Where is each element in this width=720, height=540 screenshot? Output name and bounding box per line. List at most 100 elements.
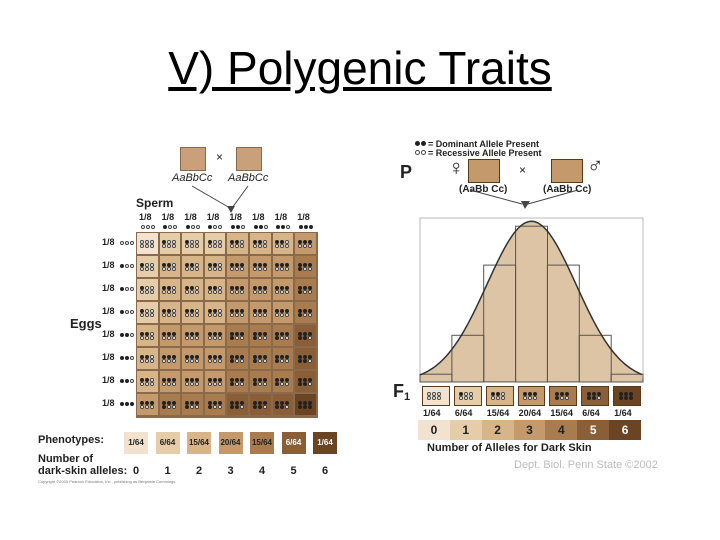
- sperm-frequency: 1/8: [229, 212, 242, 222]
- recessive-dot-icon: [307, 289, 312, 294]
- allele-dots: [184, 400, 200, 409]
- punnett-cell: [137, 348, 158, 369]
- dominant-dot-icon: [302, 262, 307, 267]
- punnett-cell: [204, 279, 226, 300]
- allele-dots: [427, 392, 445, 400]
- recessive-dot-icon: [240, 225, 245, 229]
- cross-symbol-right: ×: [519, 163, 527, 177]
- phenotype-swatch: 6/64: [281, 432, 306, 454]
- recessive-dot-icon: [252, 289, 257, 294]
- punnett-cell: [204, 256, 226, 277]
- punnett-grid: [136, 232, 318, 418]
- f1-fraction: 6/64: [582, 408, 600, 418]
- dominant-dot-icon: [252, 308, 257, 313]
- allele-dots: [162, 377, 178, 386]
- recessive-dot-icon: [149, 262, 154, 267]
- recessive-dot-icon: [139, 312, 144, 317]
- recessive-dot-icon: [464, 392, 469, 396]
- dominant-dot-icon: [257, 285, 262, 290]
- parent-male-genotype: (AaBb Cc): [543, 184, 592, 195]
- recessive-dot-icon: [280, 358, 285, 363]
- dominant-dot-icon: [297, 381, 302, 386]
- dominant-dot-icon: [297, 377, 302, 382]
- bar-6: [610, 373, 644, 383]
- allele-dots: [207, 354, 223, 363]
- dominant-dot-icon: [162, 331, 167, 336]
- allele-dots: [230, 225, 245, 229]
- dominant-dot-icon: [252, 400, 257, 405]
- recessive-dot-icon: [240, 335, 245, 340]
- dominant-dot-icon: [172, 400, 177, 405]
- recessive-dot-icon: [144, 381, 149, 386]
- dominant-dot-icon: [257, 404, 262, 409]
- phenotype-swatch: 1/64: [124, 432, 148, 454]
- female-symbol-icon: ♀: [448, 155, 465, 180]
- punnett-cell: [204, 348, 226, 369]
- recessive-dot-icon: [257, 289, 262, 294]
- recessive-dot-icon: [162, 381, 167, 386]
- dominant-dot-icon: [119, 264, 124, 268]
- dominant-dot-icon: [302, 335, 307, 340]
- punnett-cell: [159, 233, 181, 254]
- arrow-head-icon: [521, 201, 530, 209]
- parent-female-label: AaBbCc: [172, 172, 213, 184]
- dominant-dot-icon: [189, 400, 194, 405]
- allele-dots: [139, 400, 155, 409]
- male-symbol-icon: ♂: [587, 153, 604, 178]
- recessive-dot-icon: [240, 381, 245, 386]
- allele-dots: [139, 308, 155, 317]
- punnett-cell: [250, 348, 271, 369]
- recessive-dot-icon: [144, 266, 149, 271]
- recessive-dot-icon: [172, 239, 177, 244]
- allele-dots: [139, 331, 155, 340]
- recessive-dot-icon: [167, 358, 172, 363]
- dominant-dot-icon: [139, 354, 144, 359]
- dominant-dot-icon: [235, 404, 240, 409]
- allele-dots: [162, 285, 178, 294]
- dominant-dot-icon: [162, 354, 167, 359]
- egg-frequency: 1/8: [102, 398, 115, 408]
- recessive-dot-icon: [496, 396, 501, 400]
- dominant-dot-icon: [144, 331, 149, 336]
- dominant-dot-icon: [275, 404, 280, 409]
- punnett-cell: [159, 371, 181, 392]
- sperm-frequency: 1/8: [206, 212, 220, 222]
- dominant-dot-icon: [275, 377, 280, 382]
- recessive-dot-icon: [150, 225, 155, 229]
- dominant-dot-icon: [302, 381, 307, 386]
- recessive-dot-icon: [302, 289, 307, 294]
- dominant-dot-icon: [139, 262, 144, 267]
- allele-dots: [162, 239, 178, 248]
- dominant-dot-icon: [139, 400, 144, 405]
- recessive-dot-icon: [252, 266, 257, 271]
- normal-curve-line: [419, 220, 643, 376]
- sperm-frequency: 1/8: [274, 212, 288, 222]
- punnett-cell: [272, 325, 294, 346]
- recessive-dot-icon: [184, 358, 189, 363]
- recessive-dot-icon: [280, 312, 285, 317]
- f1-fraction: 1/64: [423, 408, 441, 418]
- recessive-dot-icon: [149, 312, 154, 317]
- dominant-dot-icon: [189, 377, 194, 382]
- recessive-dot-icon: [307, 243, 312, 248]
- punnett-cell: [204, 233, 226, 254]
- recessive-dot-icon: [139, 381, 144, 386]
- f1-subscript: 1: [404, 391, 411, 403]
- punnett-cell: [159, 302, 181, 323]
- dominant-dot-icon: [119, 333, 124, 337]
- punnett-cell: [227, 371, 248, 392]
- recessive-dot-icon: [235, 289, 240, 294]
- recessive-dot-icon: [217, 239, 222, 244]
- dominant-dot-icon: [217, 400, 222, 405]
- recessive-dot-icon: [257, 381, 262, 386]
- credit-text: Dept. Biol. Penn State ©2002: [514, 459, 658, 471]
- dominant-dot-icon: [252, 239, 257, 244]
- phenotype-swatch: 1/64: [313, 432, 337, 454]
- punnett-cell: [250, 394, 271, 415]
- allele-dots: [207, 308, 223, 317]
- dominant-dot-icon: [139, 285, 144, 290]
- recessive-dot-icon: [194, 381, 199, 386]
- recessive-dot-icon: [167, 335, 172, 340]
- punnett-cell: [295, 371, 316, 392]
- recessive-dot-icon: [149, 243, 154, 248]
